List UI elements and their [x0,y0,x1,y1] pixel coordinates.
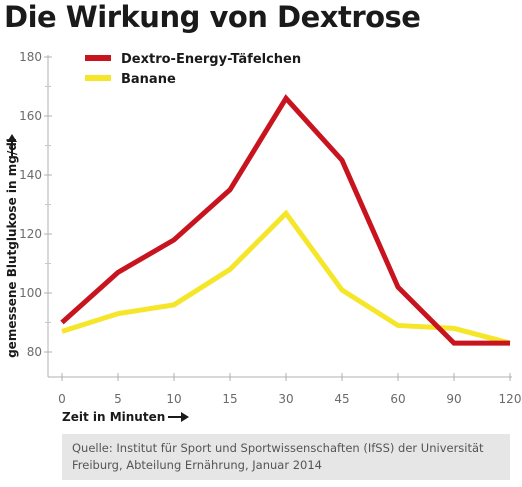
series-lines [60,94,511,346]
y-tick-label: 100 [19,286,42,300]
x-tick-label: 0 [58,392,66,406]
x-tick-label: 45 [334,392,349,406]
x-axis-label: Zeit in Minuten [62,410,165,424]
legend-label: Banane [121,72,176,87]
x-tick-label: 60 [390,392,405,406]
x-tick-label: 120 [499,392,522,406]
y-tick-label: 140 [19,168,42,182]
legend-label: Dextro-Energy-Täfelchen [121,52,301,67]
y-axis-label: gemessene Blutglukose in mg/dl [5,138,19,358]
y-axis-ticks: 80 100 120 140 160 180 [19,50,52,359]
x-axis-arrow-icon [168,412,189,422]
x-axis-ticks: 0 5 10 15 30 45 60 90 120 [58,373,521,406]
y-tick-label: 120 [19,227,42,241]
x-tick-label: 90 [446,392,461,406]
y-tick-label: 80 [27,345,42,359]
y-axis-arrow-icon [7,134,17,156]
y-tick-label: 160 [19,109,42,123]
x-tick-label: 15 [222,392,237,406]
series-line-banane [61,209,511,346]
y-tick-label: 180 [19,50,42,64]
x-tick-label: 10 [166,392,181,406]
series-line-dextro-energy [60,94,510,346]
x-tick-label: 5 [114,392,122,406]
chart-title: Die Wirkung von Dextrose [4,0,421,34]
source-note: Quelle: Institut für Sport und Sportwiss… [62,434,510,480]
axes [47,55,512,378]
legend: Dextro-Energy-Täfelchen Banane [85,52,301,87]
x-tick-label: 30 [278,392,293,406]
